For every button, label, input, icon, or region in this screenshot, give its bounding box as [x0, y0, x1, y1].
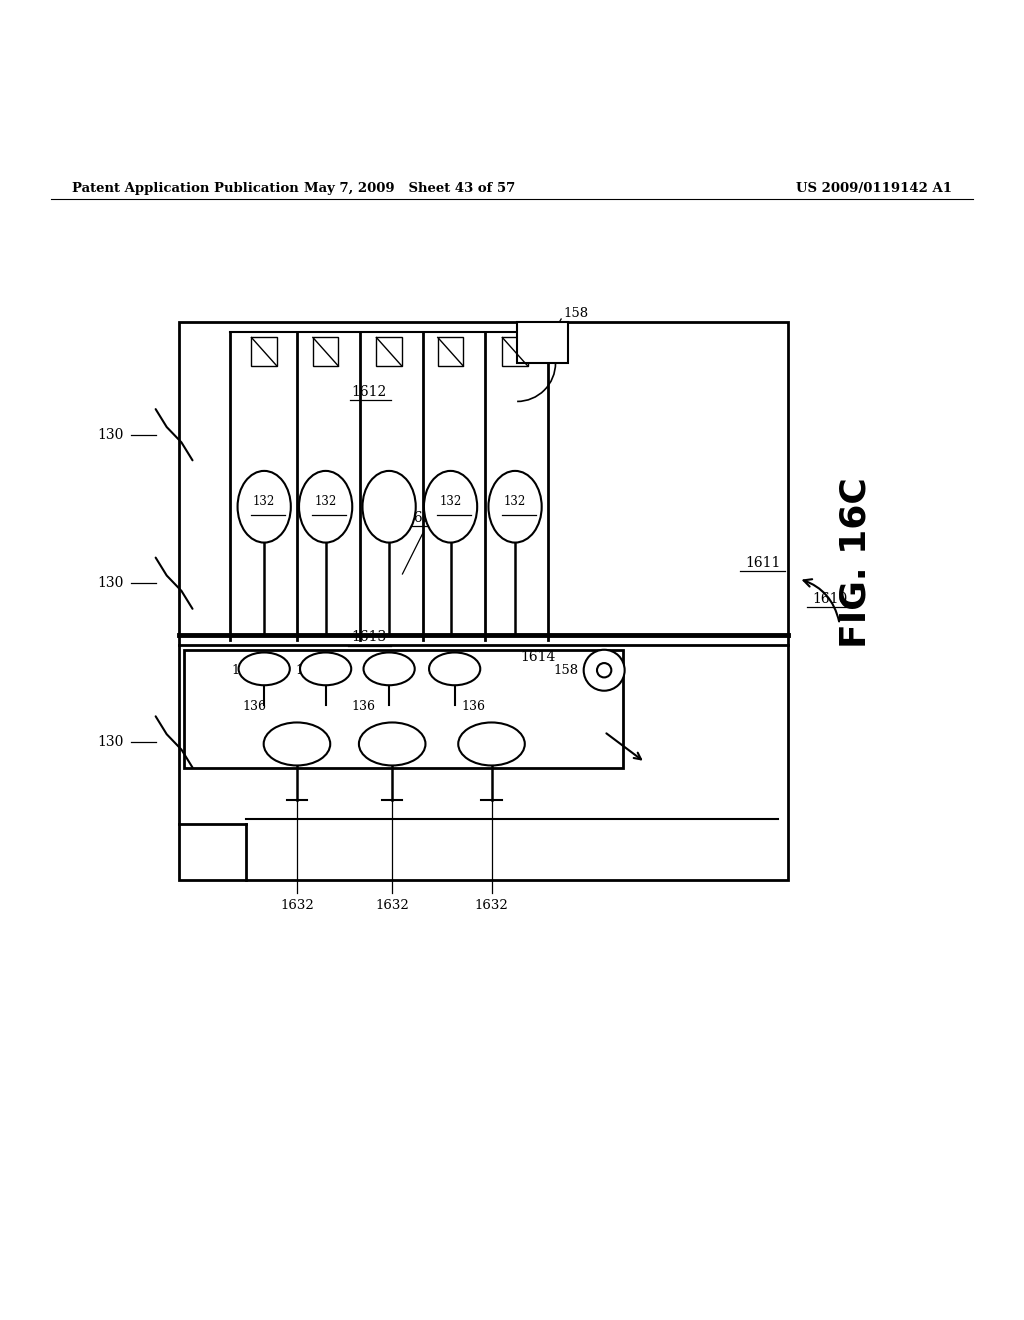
Bar — [438, 338, 463, 366]
Bar — [252, 338, 276, 366]
Ellipse shape — [238, 471, 291, 543]
Text: May 7, 2009   Sheet 43 of 57: May 7, 2009 Sheet 43 of 57 — [304, 182, 515, 195]
Ellipse shape — [239, 652, 290, 685]
Text: 134: 134 — [231, 664, 256, 677]
Text: 1632: 1632 — [281, 899, 313, 912]
Circle shape — [597, 663, 611, 677]
Ellipse shape — [359, 722, 426, 766]
Text: 130: 130 — [97, 577, 124, 590]
Text: 1614: 1614 — [520, 649, 555, 664]
Ellipse shape — [429, 652, 480, 685]
Text: 132: 132 — [253, 495, 275, 508]
Ellipse shape — [263, 722, 330, 766]
Ellipse shape — [362, 471, 416, 543]
Ellipse shape — [299, 471, 352, 543]
Text: 158: 158 — [553, 664, 579, 677]
Text: US 2009/0119142 A1: US 2009/0119142 A1 — [797, 182, 952, 195]
Text: 134: 134 — [295, 664, 319, 677]
Text: 136: 136 — [351, 700, 376, 713]
Bar — [502, 338, 528, 366]
Bar — [377, 338, 401, 366]
Ellipse shape — [300, 652, 351, 685]
Ellipse shape — [424, 471, 477, 543]
Text: 132: 132 — [504, 495, 526, 508]
Text: 1610: 1610 — [812, 591, 847, 606]
Text: 1612: 1612 — [351, 384, 386, 399]
Text: 134: 134 — [426, 664, 451, 677]
Ellipse shape — [459, 722, 524, 766]
Text: 130: 130 — [97, 428, 124, 442]
Text: 1632: 1632 — [475, 899, 508, 912]
Text: 1632: 1632 — [376, 899, 409, 912]
Bar — [179, 322, 788, 880]
Text: FIG. 16C: FIG. 16C — [838, 478, 872, 648]
Text: 130: 130 — [97, 735, 124, 748]
Text: 134: 134 — [361, 664, 386, 677]
Bar — [517, 322, 568, 363]
Text: 1611: 1611 — [745, 556, 780, 570]
Ellipse shape — [364, 652, 415, 685]
Circle shape — [584, 649, 625, 690]
Text: 136: 136 — [461, 700, 485, 713]
Text: 1630: 1630 — [406, 511, 440, 524]
Ellipse shape — [488, 471, 542, 543]
Text: 158: 158 — [563, 308, 589, 321]
Bar — [184, 651, 623, 768]
Bar — [313, 338, 338, 366]
Text: 136: 136 — [242, 700, 266, 713]
Text: Patent Application Publication: Patent Application Publication — [72, 182, 298, 195]
Text: 132: 132 — [439, 495, 462, 508]
Text: 1613: 1613 — [351, 631, 386, 644]
Text: 132: 132 — [314, 495, 337, 508]
